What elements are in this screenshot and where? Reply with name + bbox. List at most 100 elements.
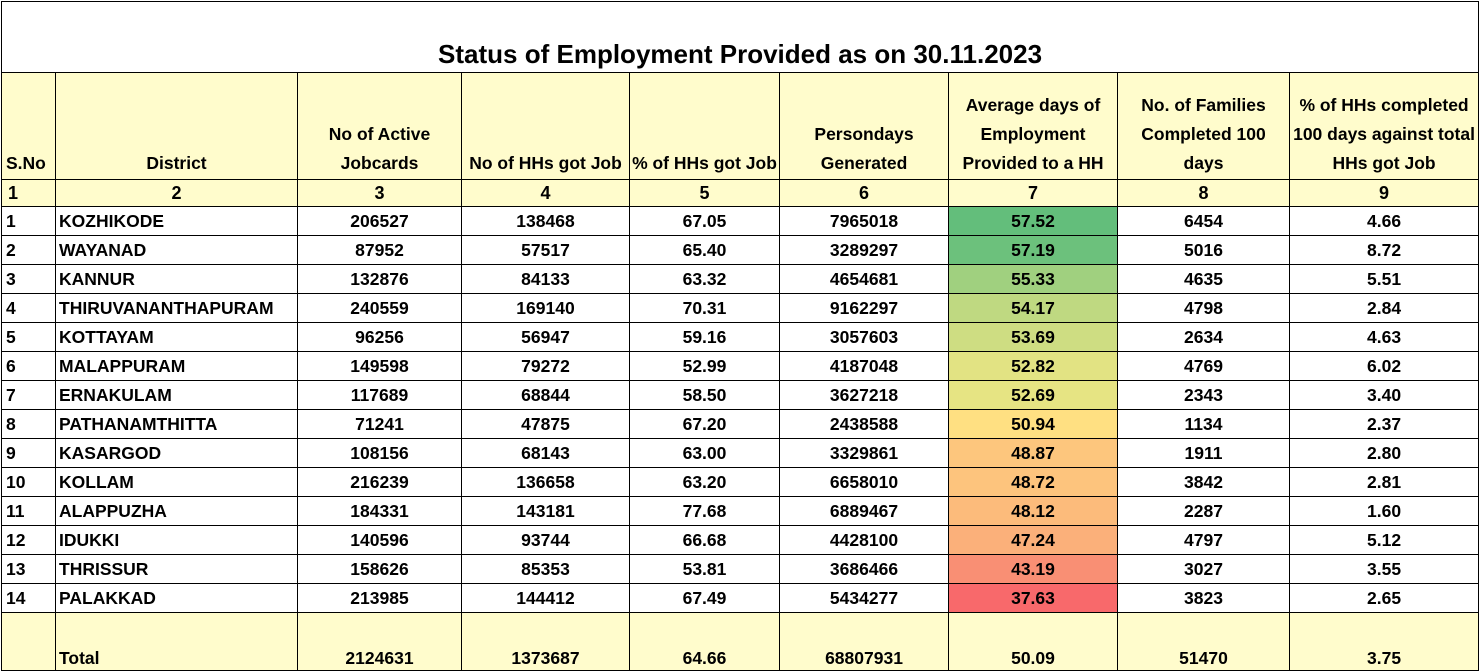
families-100-days-cell: 1134 (1117, 409, 1290, 439)
hhs-got-job-cell: 68143 (461, 438, 630, 468)
active-jobcards-cell: 206527 (297, 206, 462, 236)
pct-hhs-got-job-cell: 70.31 (629, 293, 780, 323)
column-number: 3 (297, 179, 462, 207)
families-100-days-cell: 1911 (1117, 438, 1290, 468)
pct-100-days-cell: 4.66 (1288, 206, 1480, 236)
column-number: 8 (1117, 179, 1290, 207)
pct-hhs-got-job-cell: 59.16 (629, 322, 780, 352)
active-jobcards-cell: 213985 (297, 583, 462, 613)
header-active-jobcards: No of Active Jobcards (297, 72, 462, 180)
sno-cell: 9 (1, 438, 56, 468)
persondays-cell: 5434277 (779, 583, 949, 613)
sno-cell: 7 (1, 380, 56, 410)
pct-100-days-cell: 2.65 (1288, 583, 1480, 613)
pct-hhs-got-job-cell: 67.05 (629, 206, 780, 236)
column-number: 1 (1, 179, 56, 207)
active-jobcards-cell: 108156 (297, 438, 462, 468)
district-cell: IDUKKI (55, 525, 298, 555)
families-100-days-cell: 4798 (1117, 293, 1290, 323)
district-cell: KOTTAYAM (55, 322, 298, 352)
sno-cell: 13 (1, 554, 56, 584)
district-cell: KOZHIKODE (55, 206, 298, 236)
pct-100-days-cell: 4.63 (1288, 322, 1480, 352)
table-row: 4 THIRUVANANTHAPURAM 240559 169140 70.31 9162… (1, 293, 1480, 323)
district-cell: MALAPPURAM (55, 351, 298, 381)
active-jobcards-cell: 117689 (297, 380, 462, 410)
district-cell: KANNUR (55, 264, 298, 294)
sno-cell: 1 (1, 206, 56, 236)
families-100-days-cell: 4797 (1117, 525, 1290, 555)
families-100-days-cell: 4769 (1117, 351, 1290, 381)
district-cell: PALAKKAD (55, 583, 298, 613)
district-cell: KASARGOD (55, 438, 298, 468)
sno-cell: 10 (1, 467, 56, 497)
table-row: 11 ALAPPUZHA 184331 143181 77.68 6889467 48.12… (1, 496, 1480, 526)
avg-days-cell: 53.69 (948, 322, 1118, 352)
pct-hhs-got-job-cell: 58.50 (629, 380, 780, 410)
avg-days-cell: 48.12 (948, 496, 1118, 526)
avg-days-cell: 57.52 (948, 206, 1118, 236)
hhs-got-job-cell: 143181 (461, 496, 630, 526)
active-jobcards-cell: 158626 (297, 554, 462, 584)
families-100-days-cell: 3027 (1117, 554, 1290, 584)
table-row: 1 KOZHIKODE 206527 138468 67.05 7965018 57.52 6… (1, 206, 1480, 236)
hhs-got-job-cell: 47875 (461, 409, 630, 439)
sno-cell: 11 (1, 496, 56, 526)
table-row: 12 IDUKKI 140596 93744 66.68 4428100 47.24 4797… (1, 525, 1480, 555)
active-jobcards-cell: 132876 (297, 264, 462, 294)
persondays-cell: 4187048 (779, 351, 949, 381)
column-number: 7 (948, 179, 1118, 207)
active-jobcards-cell: 96256 (297, 322, 462, 352)
avg-days-cell: 52.69 (948, 380, 1118, 410)
persondays-cell: 2438588 (779, 409, 949, 439)
column-number: 6 (779, 179, 949, 207)
header-row: S.No District No of Active Jobcards No of H… (1, 72, 1480, 180)
pct-hhs-got-job-cell: 66.68 (629, 525, 780, 555)
table-row: 7 ERNAKULAM 117689 68844 58.50 3627218 52.69 23… (1, 380, 1480, 410)
total-pct-hhs-got-job-cell: 64.66 (629, 612, 780, 671)
hhs-got-job-cell: 57517 (461, 235, 630, 265)
pct-hhs-got-job-cell: 77.68 (629, 496, 780, 526)
sno-cell: 5 (1, 322, 56, 352)
district-cell: WAYANAD (55, 235, 298, 265)
hhs-got-job-cell: 169140 (461, 293, 630, 323)
active-jobcards-cell: 240559 (297, 293, 462, 323)
district-cell: ALAPPUZHA (55, 496, 298, 526)
persondays-cell: 6658010 (779, 467, 949, 497)
families-100-days-cell: 4635 (1117, 264, 1290, 294)
persondays-cell: 3627218 (779, 380, 949, 410)
hhs-got-job-cell: 144412 (461, 583, 630, 613)
active-jobcards-cell: 216239 (297, 467, 462, 497)
header-sno: S.No (1, 72, 56, 180)
persondays-cell: 4428100 (779, 525, 949, 555)
families-100-days-cell: 3823 (1117, 583, 1290, 613)
sno-cell: 14 (1, 583, 56, 613)
total-persondays-cell: 68807931 (779, 612, 949, 671)
avg-days-cell: 43.19 (948, 554, 1118, 584)
pct-hhs-got-job-cell: 63.20 (629, 467, 780, 497)
header-pct-100-days: % of HHs completed 100 days against tota… (1288, 72, 1480, 180)
table-row: 14 PALAKKAD 213985 144412 67.49 5434277 37.63 3… (1, 583, 1480, 613)
persondays-cell: 4654681 (779, 264, 949, 294)
pct-100-days-cell: 2.81 (1288, 467, 1480, 497)
district-cell: THIRUVANANTHAPURAM (55, 293, 298, 323)
avg-days-cell: 47.24 (948, 525, 1118, 555)
column-number: 5 (629, 179, 780, 207)
total-active-jobcards-cell: 2124631 (297, 612, 462, 671)
hhs-got-job-cell: 68844 (461, 380, 630, 410)
header-hhs-got-job: No of HHs got Job (461, 72, 630, 180)
families-100-days-cell: 6454 (1117, 206, 1290, 236)
pct-100-days-cell: 2.37 (1288, 409, 1480, 439)
column-number: 9 (1288, 179, 1480, 207)
hhs-got-job-cell: 84133 (461, 264, 630, 294)
sno-cell: 2 (1, 235, 56, 265)
families-100-days-cell: 3842 (1117, 467, 1290, 497)
header-district: District (55, 72, 298, 180)
column-number: 2 (55, 179, 298, 207)
district-cell: KOLLAM (55, 467, 298, 497)
active-jobcards-cell: 140596 (297, 525, 462, 555)
avg-days-cell: 52.82 (948, 351, 1118, 381)
district-cell: ERNAKULAM (55, 380, 298, 410)
